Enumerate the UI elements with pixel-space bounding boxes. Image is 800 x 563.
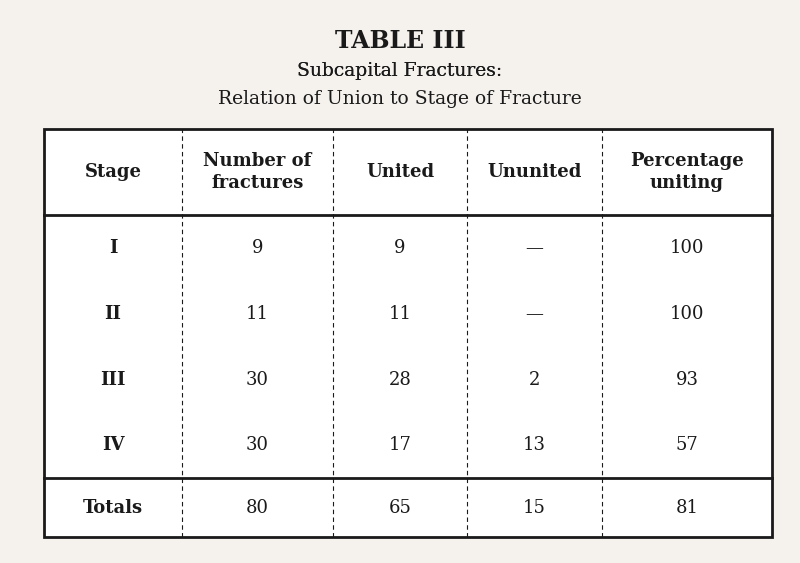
Text: Ununited: Ununited: [487, 163, 582, 181]
Text: Subcapital Fractures:: Subcapital Fractures:: [298, 62, 502, 81]
Text: I: I: [109, 239, 118, 257]
Text: 100: 100: [670, 239, 704, 257]
Text: 11: 11: [389, 305, 411, 323]
Text: 17: 17: [389, 436, 411, 454]
Text: 93: 93: [675, 370, 698, 388]
Text: Relation of Union to Stage of Fracture: Relation of Union to Stage of Fracture: [218, 90, 582, 108]
Text: TABLE III: TABLE III: [334, 29, 466, 53]
Text: III: III: [100, 370, 126, 388]
Text: —: —: [526, 239, 543, 257]
Text: 9: 9: [394, 239, 406, 257]
Text: Percentage
uniting: Percentage uniting: [630, 152, 744, 192]
Text: 80: 80: [246, 498, 269, 516]
Text: 2: 2: [529, 370, 540, 388]
Text: 81: 81: [675, 498, 698, 516]
Text: —: —: [526, 305, 543, 323]
Text: IV: IV: [102, 436, 124, 454]
Text: 15: 15: [523, 498, 546, 516]
Text: Subcapital Fractures:: Subcapital Fractures:: [298, 62, 502, 81]
Text: 13: 13: [523, 436, 546, 454]
Text: 65: 65: [389, 498, 411, 516]
Text: 57: 57: [676, 436, 698, 454]
Text: Number of
fractures: Number of fractures: [203, 152, 312, 192]
Text: United: United: [366, 163, 434, 181]
Text: Totals: Totals: [83, 498, 143, 516]
Text: 30: 30: [246, 370, 269, 388]
Text: Stage: Stage: [85, 163, 142, 181]
Text: II: II: [105, 305, 122, 323]
Text: 11: 11: [246, 305, 269, 323]
Text: 9: 9: [252, 239, 263, 257]
Text: 28: 28: [389, 370, 411, 388]
Text: 30: 30: [246, 436, 269, 454]
Text: 100: 100: [670, 305, 704, 323]
Bar: [44, 129, 772, 537]
